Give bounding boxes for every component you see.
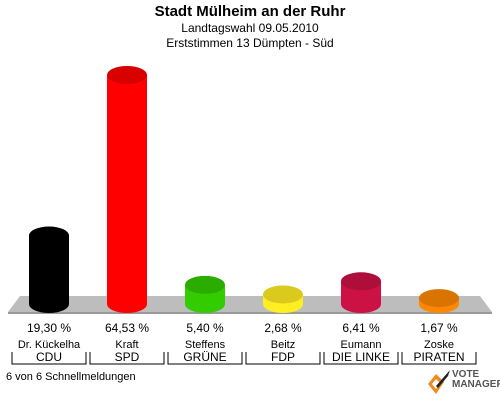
bar-body <box>341 281 381 313</box>
category-bracket <box>323 352 399 365</box>
bars <box>29 66 459 313</box>
party-label: PIRATEN <box>413 350 464 364</box>
value-label: 19,30 % <box>27 321 71 335</box>
chart-title: Stadt Mülheim an der Ruhr <box>154 3 346 20</box>
party-label: SPD <box>115 350 140 364</box>
candidate-label: Eumann <box>341 339 382 351</box>
value-label: 6,41 % <box>342 321 380 335</box>
bar-top <box>29 226 69 245</box>
value-label: 64,53 % <box>105 321 149 335</box>
bar-piraten <box>419 289 459 313</box>
bar-spd <box>107 66 147 313</box>
value-label: 1,67 % <box>420 321 458 335</box>
bar-top <box>107 66 147 84</box>
category-bracket <box>401 352 477 365</box>
bar-die-linke <box>341 272 381 313</box>
bar-cdu <box>29 226 69 313</box>
candidate-label: Dr. Kückelha <box>18 339 81 351</box>
chart-subtitle: Landtagswahl 09.05.2010 <box>181 21 319 35</box>
candidate-label: Zoske <box>424 339 454 351</box>
bar-top <box>185 275 225 294</box>
category-bracket <box>89 352 165 365</box>
floor-edge <box>8 312 492 314</box>
category-bracket <box>167 352 243 365</box>
status-text: 6 von 6 Schnellmeldungen <box>6 371 136 383</box>
party-label: FDP <box>271 350 295 364</box>
category-bracket <box>245 352 321 365</box>
logo-text: VOTE MANAGER <box>452 369 500 390</box>
bar-body <box>29 235 69 313</box>
party-label: CDU <box>36 350 62 364</box>
bar-top <box>419 289 459 308</box>
bar-fdp <box>263 285 303 313</box>
bar-body <box>107 75 147 313</box>
candidate-label: Beitz <box>271 339 295 351</box>
value-label: 5,40 % <box>186 321 224 335</box>
party-label: DIE LINKE <box>332 350 390 364</box>
vote-manager-logo-icon <box>428 370 450 394</box>
candidate-label: Kraft <box>115 339 138 351</box>
bar-grüne <box>185 275 225 313</box>
party-label: GRÜNE <box>183 350 226 364</box>
candidate-label: Steffens <box>185 339 226 351</box>
bar-top <box>341 272 381 291</box>
category-bracket <box>11 352 87 365</box>
chart-subtitle-2: Erststimmen 13 Dümpten - Süd <box>166 36 334 50</box>
value-label: 2,68 % <box>264 321 302 335</box>
bar-top <box>263 285 303 304</box>
